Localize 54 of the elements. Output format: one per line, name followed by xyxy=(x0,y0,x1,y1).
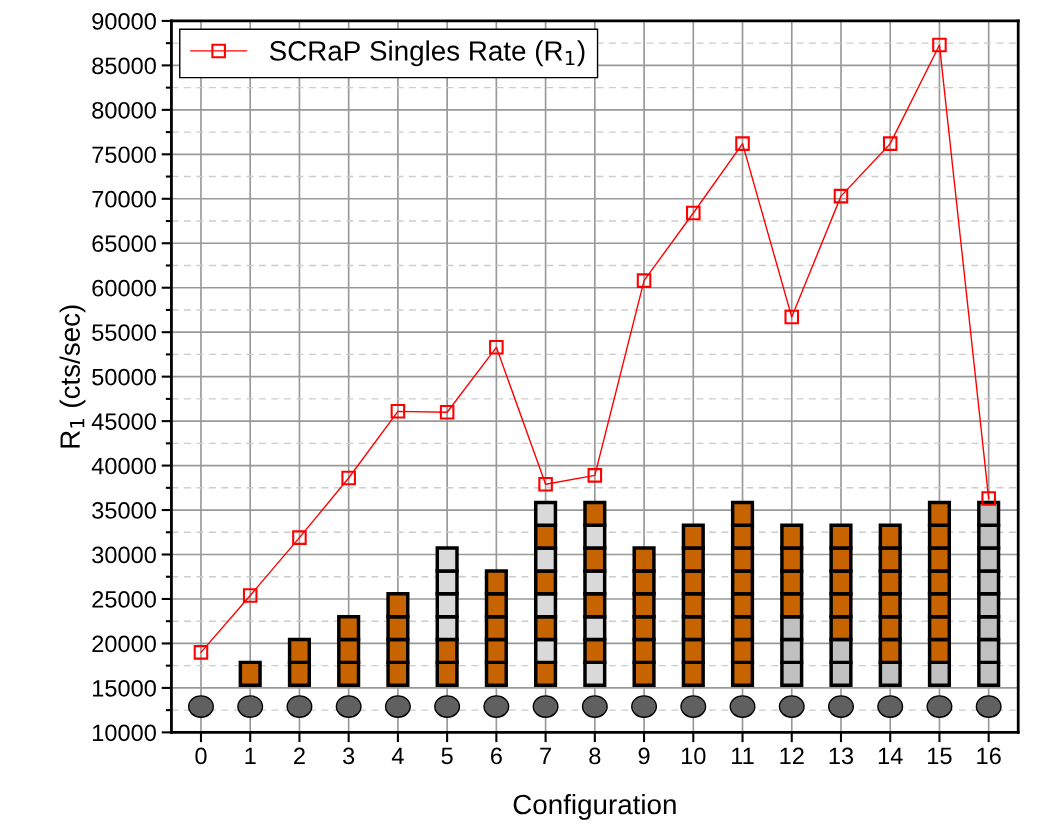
x-tick-label: 7 xyxy=(540,747,551,765)
x-tick-label: 10 xyxy=(681,747,706,765)
point xyxy=(193,645,209,660)
point xyxy=(341,470,356,486)
x-tick-label: 16 xyxy=(977,747,1001,765)
y-tick-label: 25000 xyxy=(92,591,156,608)
point xyxy=(390,404,406,419)
point xyxy=(784,309,800,325)
y-tick-label: 20000 xyxy=(92,635,156,653)
y-tick-label: 45000 xyxy=(91,413,156,430)
point xyxy=(932,37,947,53)
x-tick-label: 12 xyxy=(780,747,804,765)
point xyxy=(833,188,849,204)
y-tick-label: 90000 xyxy=(92,12,156,30)
x-tick-label: 13 xyxy=(829,747,854,765)
point xyxy=(735,136,750,151)
x-tick-label: 6 xyxy=(491,747,502,765)
x-tick-label: 8 xyxy=(589,747,601,765)
x-tick-label: 2 xyxy=(294,747,305,765)
x-tick-label: 0 xyxy=(195,747,207,765)
x-axis-title: Configuration xyxy=(513,793,676,820)
y-tick-label: 70000 xyxy=(92,190,156,208)
point xyxy=(439,404,455,420)
y-tick-label: 15000 xyxy=(93,679,156,697)
x-tick-label: 5 xyxy=(441,747,453,765)
y-tick-label: 65000 xyxy=(92,235,156,253)
x-tick-label: 11 xyxy=(732,747,754,765)
point xyxy=(882,136,898,151)
y-tick-label: 40000 xyxy=(91,457,156,475)
x-tick-label: 14 xyxy=(878,747,903,765)
x-tick-label: 9 xyxy=(638,747,650,765)
y-tick-label: 30000 xyxy=(92,546,156,564)
point xyxy=(292,530,307,545)
y-tick-label: 80000 xyxy=(92,101,156,119)
point xyxy=(489,340,504,355)
x-tick-label: 4 xyxy=(391,747,404,765)
y-tick-label: 10000 xyxy=(93,724,156,742)
point xyxy=(242,588,258,603)
x-tick-label: 15 xyxy=(928,747,952,765)
point xyxy=(686,205,701,221)
y-tick-label: 75000 xyxy=(92,146,156,164)
point xyxy=(587,468,603,483)
y-tick-label: 35000 xyxy=(92,502,156,519)
y-tick-label: 50000 xyxy=(92,368,156,386)
y-tick-label: 55000 xyxy=(92,324,156,341)
point xyxy=(981,491,996,506)
x-tick-label: 3 xyxy=(343,747,355,765)
x-tick-label: 1 xyxy=(245,747,256,765)
y-tick-label: 85000 xyxy=(92,57,156,75)
legend-label: SCRaP Singles Rate (R$_{1}$) xyxy=(269,40,585,67)
point xyxy=(636,273,652,288)
y-axis-title: R$_{1}$ (cts/sec) xyxy=(59,305,86,448)
point xyxy=(538,476,553,492)
y-tick-label: 60000 xyxy=(92,279,156,297)
